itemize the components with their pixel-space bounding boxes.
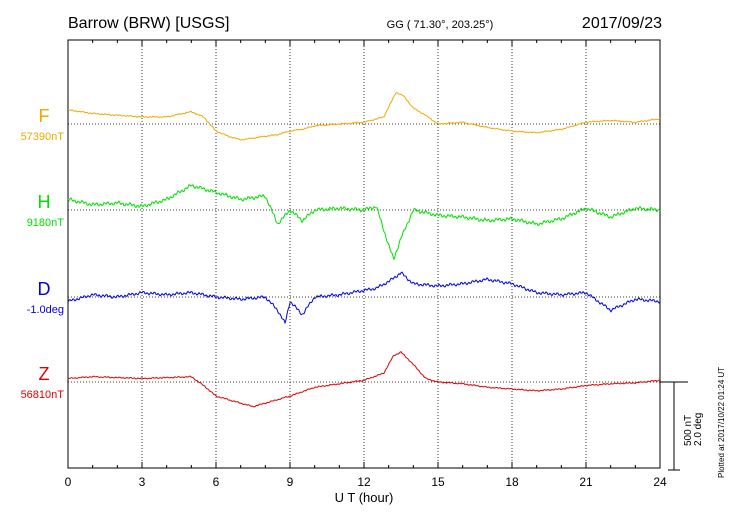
x-tick-label-12: 12 <box>357 475 371 489</box>
scale-bar-nt-label: 500 nT <box>683 415 694 446</box>
series-baseline-label-H: 9180nT <box>27 217 65 229</box>
series-lines <box>67 92 661 408</box>
grid <box>141 40 587 468</box>
plotted-at-label: Plotted at 2017/10/22 01:24 UT <box>717 367 726 478</box>
x-tick-label-9: 9 <box>287 475 294 489</box>
series-name-F: F <box>39 106 50 126</box>
series-name-D: D <box>38 279 51 299</box>
series-line-F <box>67 92 661 141</box>
scale-bar-deg-label: 2.0 deg <box>693 413 704 446</box>
series-labels: F 57390nT H 9180nT D -1.0deg Z 56810nT <box>21 106 65 401</box>
series-line-Z <box>67 351 661 408</box>
scale-bar: 500 nT 2.0 deg <box>660 381 704 471</box>
series-baseline-label-Z: 56810nT <box>21 389 65 401</box>
series-name-H: H <box>38 192 51 212</box>
x-axis-label: U T (hour) <box>335 490 394 505</box>
x-tick-label-24: 24 <box>653 475 667 489</box>
coordinates-label: GG ( 71.30°, 203.25°) <box>387 19 494 31</box>
series-line-H <box>67 184 661 261</box>
x-tick-label-15: 15 <box>431 475 445 489</box>
x-tick-label-3: 3 <box>139 475 146 489</box>
x-ticks: 0 3 6 9 12 15 18 21 24 <box>65 40 667 489</box>
x-tick-label-6: 6 <box>213 475 220 489</box>
x-tick-label-21: 21 <box>579 475 593 489</box>
series-line-D <box>67 271 661 325</box>
x-tick-label-18: 18 <box>505 475 519 489</box>
station-title: Barrow (BRW) [USGS] <box>68 15 230 32</box>
series-baseline-label-D: -1.0deg <box>27 304 64 316</box>
date-label: 2017/09/23 <box>582 15 662 32</box>
series-name-Z: Z <box>39 364 50 384</box>
series-baseline-label-F: 57390nT <box>21 131 65 143</box>
x-tick-label-0: 0 <box>65 475 72 489</box>
